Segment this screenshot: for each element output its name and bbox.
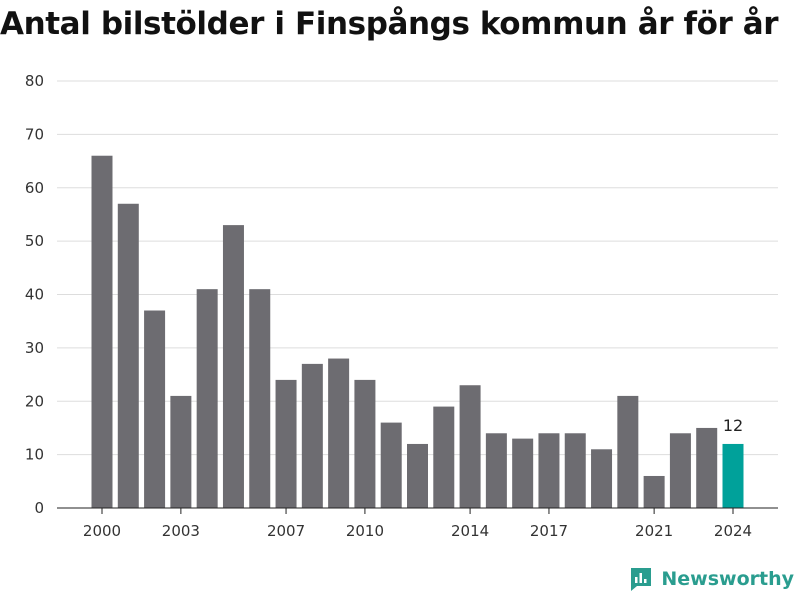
x-tick-label: 2003 [162, 522, 200, 540]
x-tick-label: 2000 [83, 522, 121, 540]
bar-2009 [328, 358, 350, 508]
bar-2002 [144, 310, 166, 508]
y-tick-label: 10 [25, 446, 44, 464]
bar-2019 [591, 449, 613, 508]
x-tick-label: 2007 [267, 522, 305, 540]
bar-2017 [538, 433, 560, 508]
bar-2000 [91, 155, 113, 508]
y-tick-label: 60 [25, 179, 44, 197]
brand-logo: Newsworthy [629, 566, 794, 592]
x-tick-label: 2010 [346, 522, 384, 540]
bar-2024 [722, 443, 744, 508]
brand-name: Newsworthy [661, 568, 794, 590]
y-tick-label: 0 [34, 499, 44, 517]
bar-2013 [433, 406, 455, 508]
bar-2012 [407, 443, 428, 508]
bar-2015 [485, 433, 507, 508]
x-tick-label: 2021 [635, 522, 673, 540]
bar-2018 [564, 433, 586, 508]
bar-2014 [459, 385, 481, 508]
chart-title: Antal bilstölder i Finspångs kommun år f… [0, 6, 779, 42]
y-tick-label: 50 [25, 232, 44, 250]
bar-2010 [354, 379, 376, 508]
y-tick-label: 70 [25, 125, 44, 143]
bar-2021 [643, 475, 665, 508]
x-tick-label: 2014 [451, 522, 489, 540]
bar-2001 [117, 203, 139, 508]
y-tick-label: 40 [25, 286, 44, 304]
x-tick-label: 2024 [714, 522, 752, 540]
y-tick-label: 30 [25, 339, 44, 357]
bar-2020 [617, 395, 639, 508]
x-tick-label: 2017 [530, 522, 568, 540]
bar-2016 [512, 438, 534, 508]
bar-chart: 0 10 20 30 40 50 60 70 80 2000 2003 2007 2010 2014 201… [25, 72, 778, 540]
bar-2022 [669, 433, 691, 508]
bar-2007 [275, 379, 297, 508]
data-label: 12 [723, 416, 743, 435]
newsworthy-logo-icon [631, 568, 652, 591]
bar-2005 [222, 225, 244, 509]
bar-2008 [301, 363, 323, 508]
bar-2023 [696, 427, 718, 508]
bar-2003 [170, 395, 192, 508]
bar-2006 [249, 289, 271, 508]
bar-2011 [380, 422, 402, 508]
bar-2004 [196, 289, 218, 508]
y-tick-label: 80 [25, 72, 44, 90]
y-tick-label: 20 [25, 392, 44, 410]
